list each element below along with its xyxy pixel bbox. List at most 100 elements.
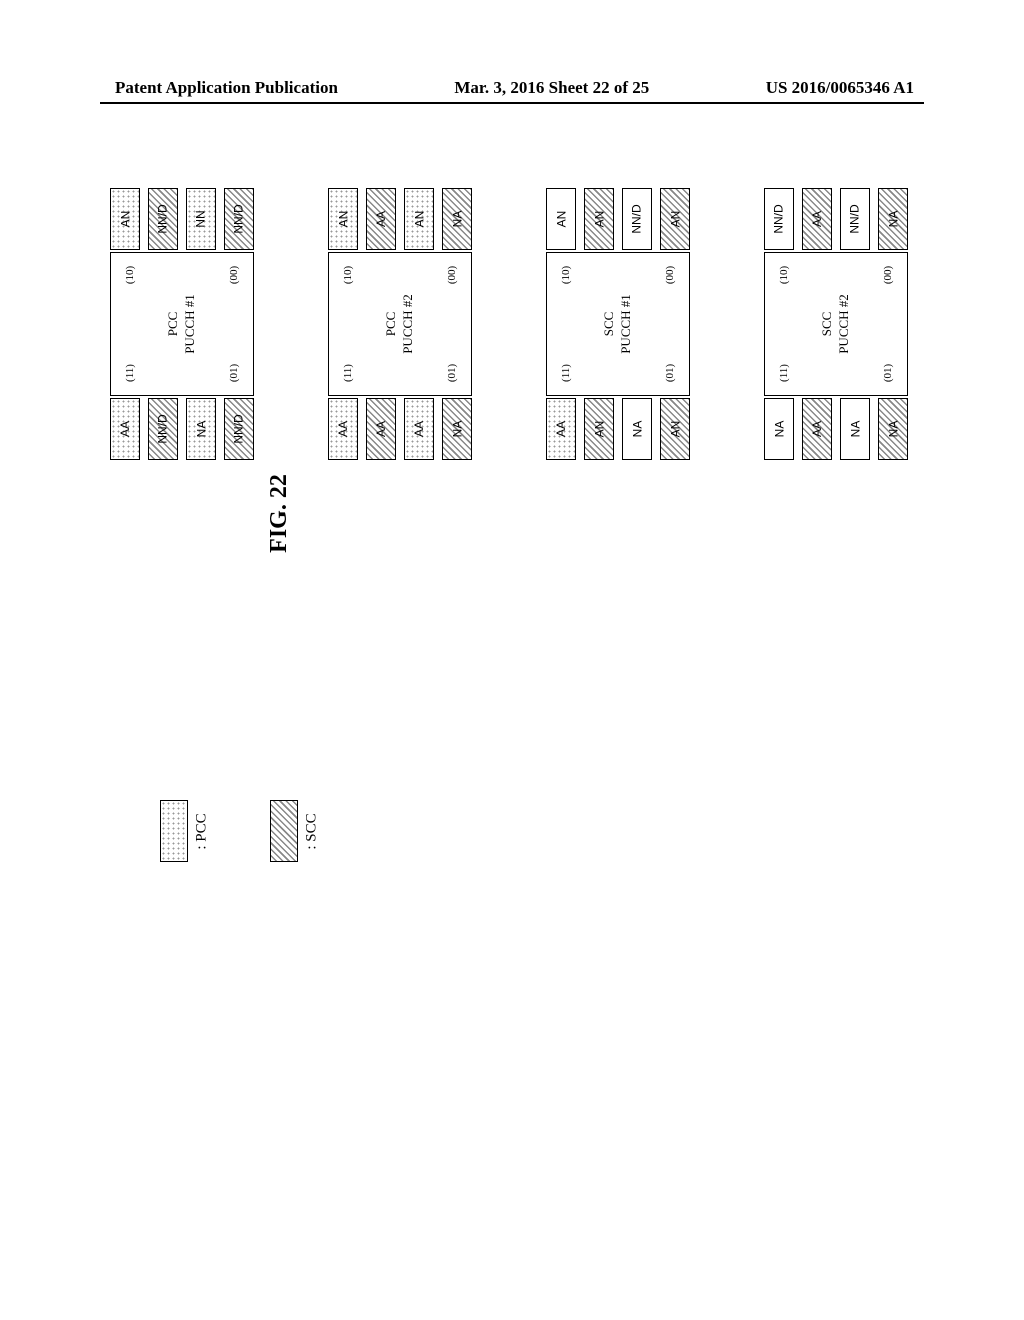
state-label: AN [592, 211, 606, 228]
corner-label-tl: (10) [778, 266, 790, 284]
corner-label-tr: (00) [882, 266, 894, 284]
state-label: AA [554, 421, 568, 437]
header-center: Mar. 3, 2016 Sheet 22 of 25 [454, 78, 649, 98]
state-box: NA [186, 398, 216, 460]
legend-scc: : SCC [270, 800, 320, 862]
state-box: NN/D [224, 398, 254, 460]
state-label: NA [630, 421, 644, 438]
state-label: NN/D [630, 204, 644, 233]
legend-scc-swatch [270, 800, 298, 862]
state-label: NA [886, 211, 900, 228]
constellation-1: ANAAANNA(10)(00)(11)(01)PCCPUCCH #2AAAAA… [328, 188, 472, 460]
state-label: NA [886, 421, 900, 438]
state-box: AN [660, 188, 690, 250]
constellation-bottom-row: AA NN/D NA NN/D [110, 398, 254, 460]
constellation-bottom-row: AA AN NA AN [546, 398, 690, 460]
state-box: NN/D [148, 398, 178, 460]
constellation-center-label: PCCPUCCH #2 [383, 294, 417, 354]
constellation-center: (10) (00) (11) (01) PCCPUCCH #1 [110, 252, 254, 396]
corner-label-tr: (00) [446, 266, 458, 284]
state-label: AN [336, 211, 350, 228]
state-box: NA [878, 398, 908, 460]
corner-label-tr: (00) [664, 266, 676, 284]
state-label: AN [118, 211, 132, 228]
corner-label-tl: (10) [342, 266, 354, 284]
state-box: AA [404, 398, 434, 460]
legend-pcc-label: : PCC [194, 813, 211, 849]
constellation-center: (10) (00) (11) (01) SCCPUCCH #2 [764, 252, 908, 396]
state-label: AN [668, 211, 682, 228]
state-box: NA [764, 398, 794, 460]
state-label: AN [592, 421, 606, 438]
constellation-top-row: AN AN NN/D AN [546, 188, 690, 250]
corner-label-tl: (10) [560, 266, 572, 284]
state-label: AA [336, 421, 350, 437]
state-label: AA [810, 421, 824, 437]
state-label: NN/D [156, 204, 170, 233]
state-box: NA [840, 398, 870, 460]
constellation-center-wrapper: (10) (00) (11) (01) PCCPUCCH #2 [328, 250, 472, 398]
state-label: NN/D [232, 414, 246, 443]
state-label: NA [772, 421, 786, 438]
state-label: AA [374, 211, 388, 227]
corner-label-tr: (00) [228, 266, 240, 284]
corner-label-bl: (11) [342, 364, 354, 382]
constellation-center-label: SCCPUCCH #2 [819, 294, 853, 354]
constellation-bottom-row: AA AA AA NA [328, 398, 472, 460]
state-box: NA [622, 398, 652, 460]
state-box: AA [110, 398, 140, 460]
constellation-bottom-row: NA AA NA NA [764, 398, 908, 460]
constellation-center-label: PCCPUCCH #1 [165, 294, 199, 354]
state-box: AN [660, 398, 690, 460]
constellation-center-wrapper: (10) (00) (11) (01) SCCPUCCH #2 [764, 250, 908, 398]
corner-label-br: (01) [882, 364, 894, 382]
corner-label-br: (01) [228, 364, 240, 382]
legend-pcc-swatch [160, 800, 188, 862]
state-label: NA [450, 421, 464, 438]
header-left: Patent Application Publication [115, 78, 338, 98]
state-box: AN [584, 398, 614, 460]
state-box: NN/D [148, 188, 178, 250]
state-label: NN/D [848, 204, 862, 233]
state-box: NN/D [224, 188, 254, 250]
constellation-top-row: NN/D AA NN/D NA [764, 188, 908, 250]
state-box: NN/D [840, 188, 870, 250]
state-box: NA [442, 398, 472, 460]
state-box: AA [802, 188, 832, 250]
figure-label: FIG. 22 [266, 474, 293, 553]
state-box: AA [546, 398, 576, 460]
corner-label-bl: (11) [124, 364, 136, 382]
state-label: NA [450, 211, 464, 228]
state-label: AA [412, 421, 426, 437]
corner-label-bl: (11) [778, 364, 790, 382]
state-box: AA [328, 398, 358, 460]
state-label: AA [118, 421, 132, 437]
constellation-0: AN NN/D NN NN/D (10) (00) (11) (01) PCCPUCCH #1 A… [110, 188, 254, 460]
state-label: AN [412, 211, 426, 228]
corner-label-bl: (11) [560, 364, 572, 382]
state-box: NN [186, 188, 216, 250]
constellation-center-wrapper: (10)(00)(11)(01)SCCPUCCH #1 [546, 250, 690, 398]
state-label: AN [554, 211, 568, 228]
header-right: US 2016/0065346 A1 [766, 78, 914, 98]
state-box: AN [584, 188, 614, 250]
constellation-3: NN/D AA NN/D NA (10) (00) (11) (01) SCCPUCCH #2 N… [764, 188, 908, 460]
constellation-top-row: AN NN/D NN NN/D [110, 188, 254, 250]
state-box: NA [442, 188, 472, 250]
constellation-center-label: SCCPUCCH #1 [601, 294, 635, 354]
corner-label-br: (01) [446, 364, 458, 382]
state-box: AN [328, 188, 358, 250]
state-label: NN/D [156, 414, 170, 443]
corner-label-tl: (10) [124, 266, 136, 284]
state-box: AA [366, 188, 396, 250]
state-box: AA [366, 398, 396, 460]
state-box: AN [110, 188, 140, 250]
state-box: AN [546, 188, 576, 250]
constellation-2: ANANNN/DAN(10)(00)(11)(01)SCCPUCCH #1AAA… [546, 188, 690, 460]
state-box: NN/D [764, 188, 794, 250]
state-label: NA [194, 421, 208, 438]
state-box: NA [878, 188, 908, 250]
state-label: NN/D [232, 204, 246, 233]
state-box: NN/D [622, 188, 652, 250]
constellation-center: (10)(00)(11)(01)SCCPUCCH #1 [546, 252, 690, 396]
